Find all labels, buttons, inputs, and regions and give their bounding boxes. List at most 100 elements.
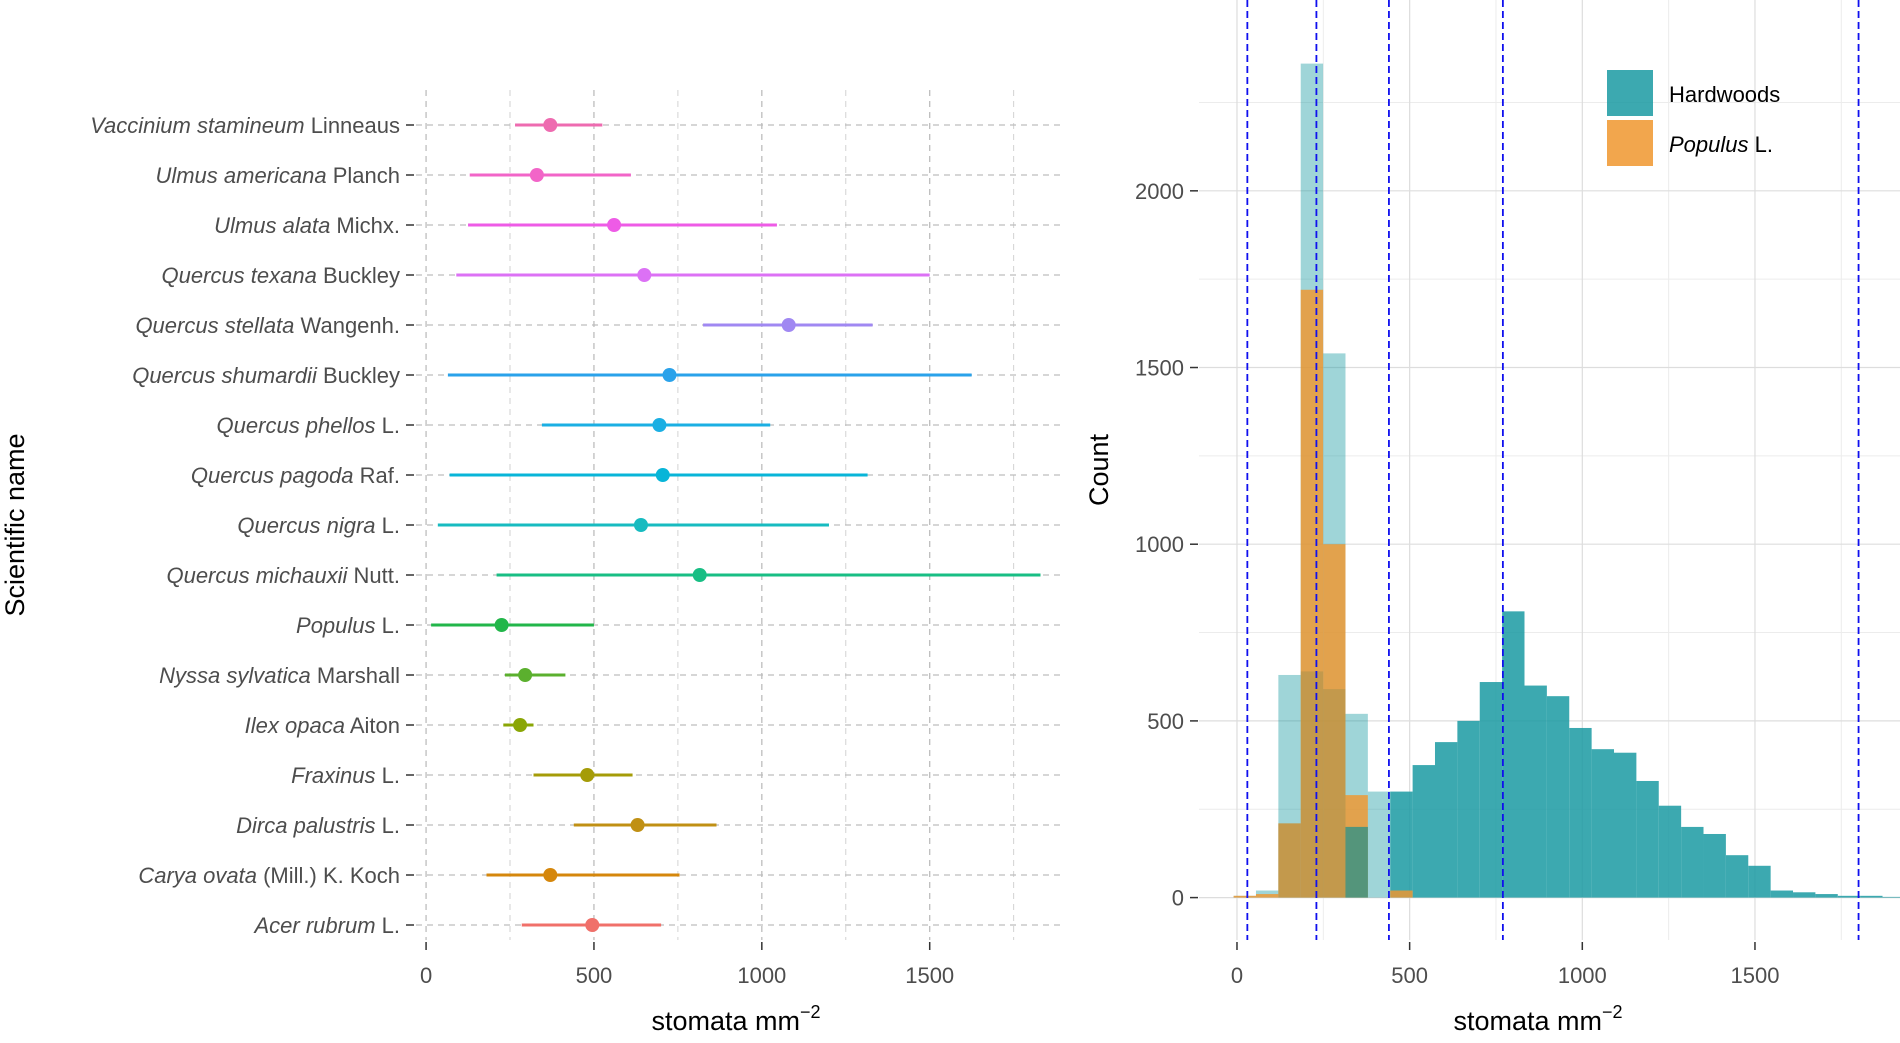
species-label-run: L. bbox=[376, 413, 400, 438]
mean-point bbox=[652, 418, 667, 432]
histogram-bar bbox=[1837, 895, 1861, 898]
species-label-run: Planch bbox=[327, 163, 400, 188]
species-label-run: Quercus phellos bbox=[217, 413, 376, 438]
histogram-bar bbox=[1457, 720, 1480, 898]
mean-point bbox=[529, 168, 544, 182]
histogram-bar bbox=[1233, 895, 1256, 898]
legend-label-run: Hardwoods bbox=[1669, 82, 1780, 107]
species-label-run: Populus bbox=[296, 613, 376, 638]
species-label-run: Buckley bbox=[317, 363, 400, 388]
histogram-bar bbox=[1367, 791, 1391, 898]
species-label-run: Wangenh. bbox=[294, 313, 400, 338]
histogram-bar bbox=[1882, 896, 1900, 898]
histogram-bar bbox=[1502, 611, 1525, 898]
species-label-run: Quercus pagoda bbox=[191, 463, 354, 488]
x-tick-label: 1500 bbox=[905, 963, 954, 988]
species-label-run: L. bbox=[376, 763, 400, 788]
mean-point bbox=[518, 668, 533, 682]
histogram-bar bbox=[1412, 765, 1435, 898]
species-label: Ilex opaca Aiton bbox=[245, 713, 400, 738]
x-tick-label: 500 bbox=[576, 963, 613, 988]
species-label: Carya ovata (Mill.) K. Koch bbox=[138, 863, 400, 888]
histogram-bar bbox=[1255, 894, 1279, 898]
species-label: Ulmus americana Planch bbox=[155, 163, 400, 188]
x-tick-label: 1000 bbox=[1558, 963, 1607, 988]
species-label-run: Ulmus americana bbox=[155, 163, 326, 188]
histogram-overlap-bar bbox=[1345, 826, 1368, 898]
species-label: Dirca palustris L. bbox=[236, 813, 400, 838]
y-tick-label: 1000 bbox=[1135, 532, 1184, 557]
x-axis-title-base: stomata mm bbox=[1453, 1006, 1602, 1036]
legend-swatch bbox=[1607, 120, 1653, 166]
species-label-run: Quercus texana bbox=[162, 263, 317, 288]
species-label-run: Marshall bbox=[311, 663, 400, 688]
y-tick-label: 1500 bbox=[1135, 356, 1184, 381]
mean-point bbox=[607, 218, 622, 232]
x-tick-label: 0 bbox=[420, 963, 432, 988]
species-label-run: Linneaus bbox=[305, 113, 400, 138]
species-label-run: Michx. bbox=[330, 213, 400, 238]
legend-label-run: Populus bbox=[1669, 132, 1749, 157]
species-label: Quercus texana Buckley bbox=[162, 263, 400, 288]
species-label-run: Buckley bbox=[317, 263, 400, 288]
mean-point bbox=[637, 268, 652, 282]
mean-point bbox=[655, 468, 670, 482]
histogram-bar bbox=[1524, 685, 1547, 898]
histogram-bar bbox=[1479, 682, 1503, 898]
mean-point bbox=[662, 368, 677, 382]
x-tick-label: 1500 bbox=[1730, 963, 1779, 988]
species-label-run: Quercus shumardii bbox=[132, 363, 318, 388]
histogram-bar bbox=[1323, 544, 1346, 898]
mean-point bbox=[543, 868, 558, 882]
species-label-run: Ilex opaca bbox=[245, 713, 345, 738]
mean-point bbox=[543, 118, 558, 132]
histogram-bar bbox=[1300, 289, 1324, 898]
x-axis-title: stomata mm−2 bbox=[651, 1002, 820, 1036]
species-label-run: Nyssa sylvatica bbox=[159, 663, 311, 688]
species-label: Quercus shumardii Buckley bbox=[132, 363, 400, 388]
species-label-run: L. bbox=[376, 813, 400, 838]
histogram-bar bbox=[1569, 727, 1592, 898]
histogram-bar bbox=[1636, 780, 1659, 898]
y-tick-label: 0 bbox=[1172, 886, 1184, 911]
mean-point bbox=[692, 568, 707, 582]
species-label: Populus L. bbox=[296, 613, 400, 638]
mean-point bbox=[580, 768, 595, 782]
mean-point bbox=[633, 518, 648, 532]
x-tick-label: 0 bbox=[1231, 963, 1243, 988]
species-label: Fraxinus L. bbox=[291, 763, 400, 788]
histogram-bar bbox=[1614, 752, 1637, 898]
histogram-overlap-bar bbox=[1300, 671, 1324, 898]
histogram-bar bbox=[1434, 742, 1458, 898]
histogram-bar bbox=[1591, 749, 1615, 898]
histogram-bar bbox=[1278, 823, 1301, 898]
species-label-run: Dirca palustris bbox=[236, 813, 375, 838]
histogram-bar bbox=[1681, 826, 1704, 898]
y-tick-label: 500 bbox=[1147, 709, 1184, 734]
mean-point bbox=[630, 818, 645, 832]
species-label-run: Ulmus alata bbox=[214, 213, 330, 238]
x-tick-label: 1000 bbox=[737, 963, 786, 988]
species-label: Quercus pagoda Raf. bbox=[191, 463, 400, 488]
histogram-bar bbox=[1793, 892, 1816, 898]
species-label-run: Vaccinium stamineum bbox=[90, 113, 304, 138]
species-label: Vaccinium stamineum Linneaus bbox=[90, 113, 400, 138]
mean-point bbox=[781, 318, 796, 332]
legend-swatch bbox=[1607, 70, 1653, 116]
legend-label: Hardwoods bbox=[1669, 82, 1780, 107]
species-label: Acer rubrum L. bbox=[252, 913, 400, 938]
mean-point bbox=[494, 618, 509, 632]
histogram-bar bbox=[1390, 890, 1413, 898]
species-label: Quercus nigra L. bbox=[237, 513, 400, 538]
histogram-bar bbox=[1725, 855, 1749, 898]
histogram-bar bbox=[1390, 791, 1413, 898]
species-label: Quercus michauxii Nutt. bbox=[166, 563, 400, 588]
species-label-run: (Mill.) K. Koch bbox=[257, 863, 400, 888]
y-axis-title: Count bbox=[1084, 433, 1114, 506]
species-label-run: Quercus stellata bbox=[135, 313, 294, 338]
species-label: Ulmus alata Michx. bbox=[214, 213, 400, 238]
y-tick-label: 2000 bbox=[1135, 179, 1184, 204]
histogram-bar bbox=[1815, 894, 1838, 898]
legend: Hardwoods Populus L. bbox=[1607, 70, 1780, 166]
